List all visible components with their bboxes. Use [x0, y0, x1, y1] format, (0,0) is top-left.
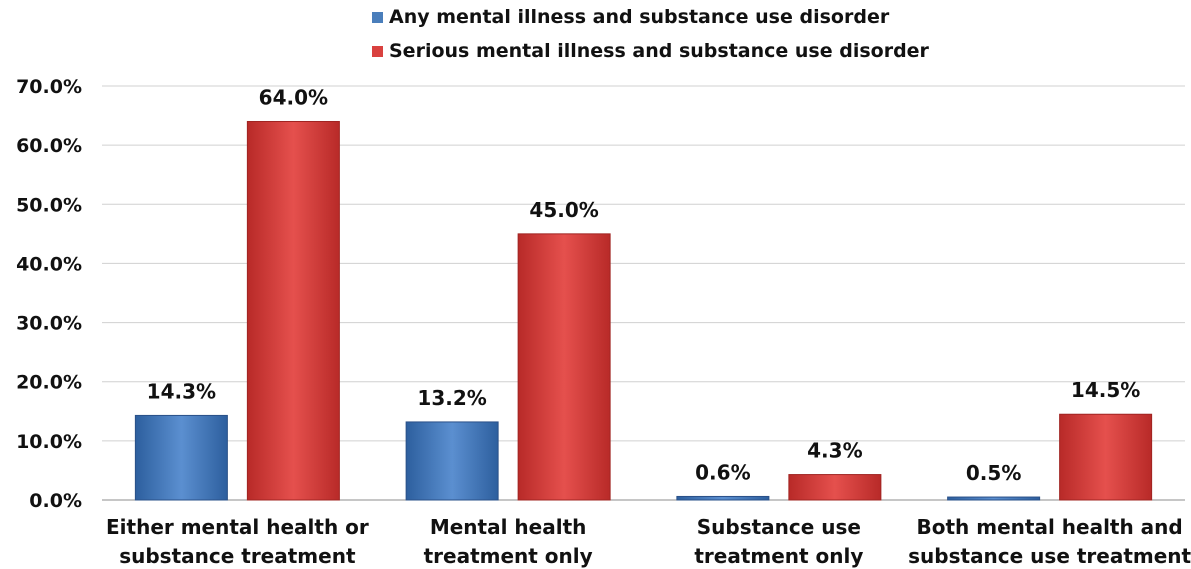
bar-any-mental-illness: [405, 421, 499, 501]
x-tick-label: Both mental health and: [917, 515, 1183, 539]
x-tick-label: Substance use: [697, 515, 861, 539]
y-tick-label: 60.0%: [16, 135, 82, 157]
bar-any-mental-illness: [947, 496, 1041, 501]
bar-serious-mental-illness: [1059, 413, 1153, 501]
legend-item-any-mental-illness: Any mental illness and substance use dis…: [372, 0, 929, 34]
x-tick-label: treatment only: [694, 544, 863, 568]
legend-swatch-blue: [372, 11, 383, 23]
y-tick-label: 70.0%: [16, 76, 82, 98]
bar-serious-mental-illness: [788, 474, 882, 501]
legend-item-serious-mental-illness: Serious mental illness and substance use…: [372, 34, 929, 68]
legend: Any mental illness and substance use dis…: [372, 0, 929, 68]
y-tick-label: 30.0%: [16, 313, 82, 335]
y-tick-label: 20.0%: [16, 372, 82, 394]
data-label: 64.0%: [259, 85, 328, 109]
data-label: 13.2%: [417, 386, 486, 410]
data-label: 0.5%: [966, 461, 1021, 485]
x-tick-label: substance treatment: [119, 544, 356, 568]
x-tick-label: treatment only: [424, 544, 593, 568]
data-label: 0.6%: [695, 460, 750, 484]
data-label: 14.5%: [1071, 378, 1140, 402]
bar-serious-mental-illness: [517, 233, 611, 501]
bar-any-mental-illness: [134, 414, 228, 501]
data-label: 14.3%: [147, 379, 216, 403]
y-tick-label: 10.0%: [16, 431, 82, 453]
data-label: 4.3%: [807, 439, 862, 463]
x-tick-label: Mental health: [430, 515, 587, 539]
legend-swatch-red: [372, 45, 383, 57]
x-tick-label: Either mental health or: [106, 515, 369, 539]
data-label: 45.0%: [529, 198, 598, 222]
bar-serious-mental-illness: [246, 120, 340, 501]
legend-label-any-mental-illness: Any mental illness and substance use dis…: [389, 6, 890, 28]
y-tick-label: 0.0%: [29, 490, 82, 512]
legend-label-serious-mental-illness: Serious mental illness and substance use…: [389, 40, 929, 62]
y-tick-label: 40.0%: [16, 253, 82, 275]
bar-any-mental-illness: [676, 495, 770, 501]
y-tick-label: 50.0%: [16, 194, 82, 216]
x-tick-label: substance use treatment: [908, 544, 1191, 568]
